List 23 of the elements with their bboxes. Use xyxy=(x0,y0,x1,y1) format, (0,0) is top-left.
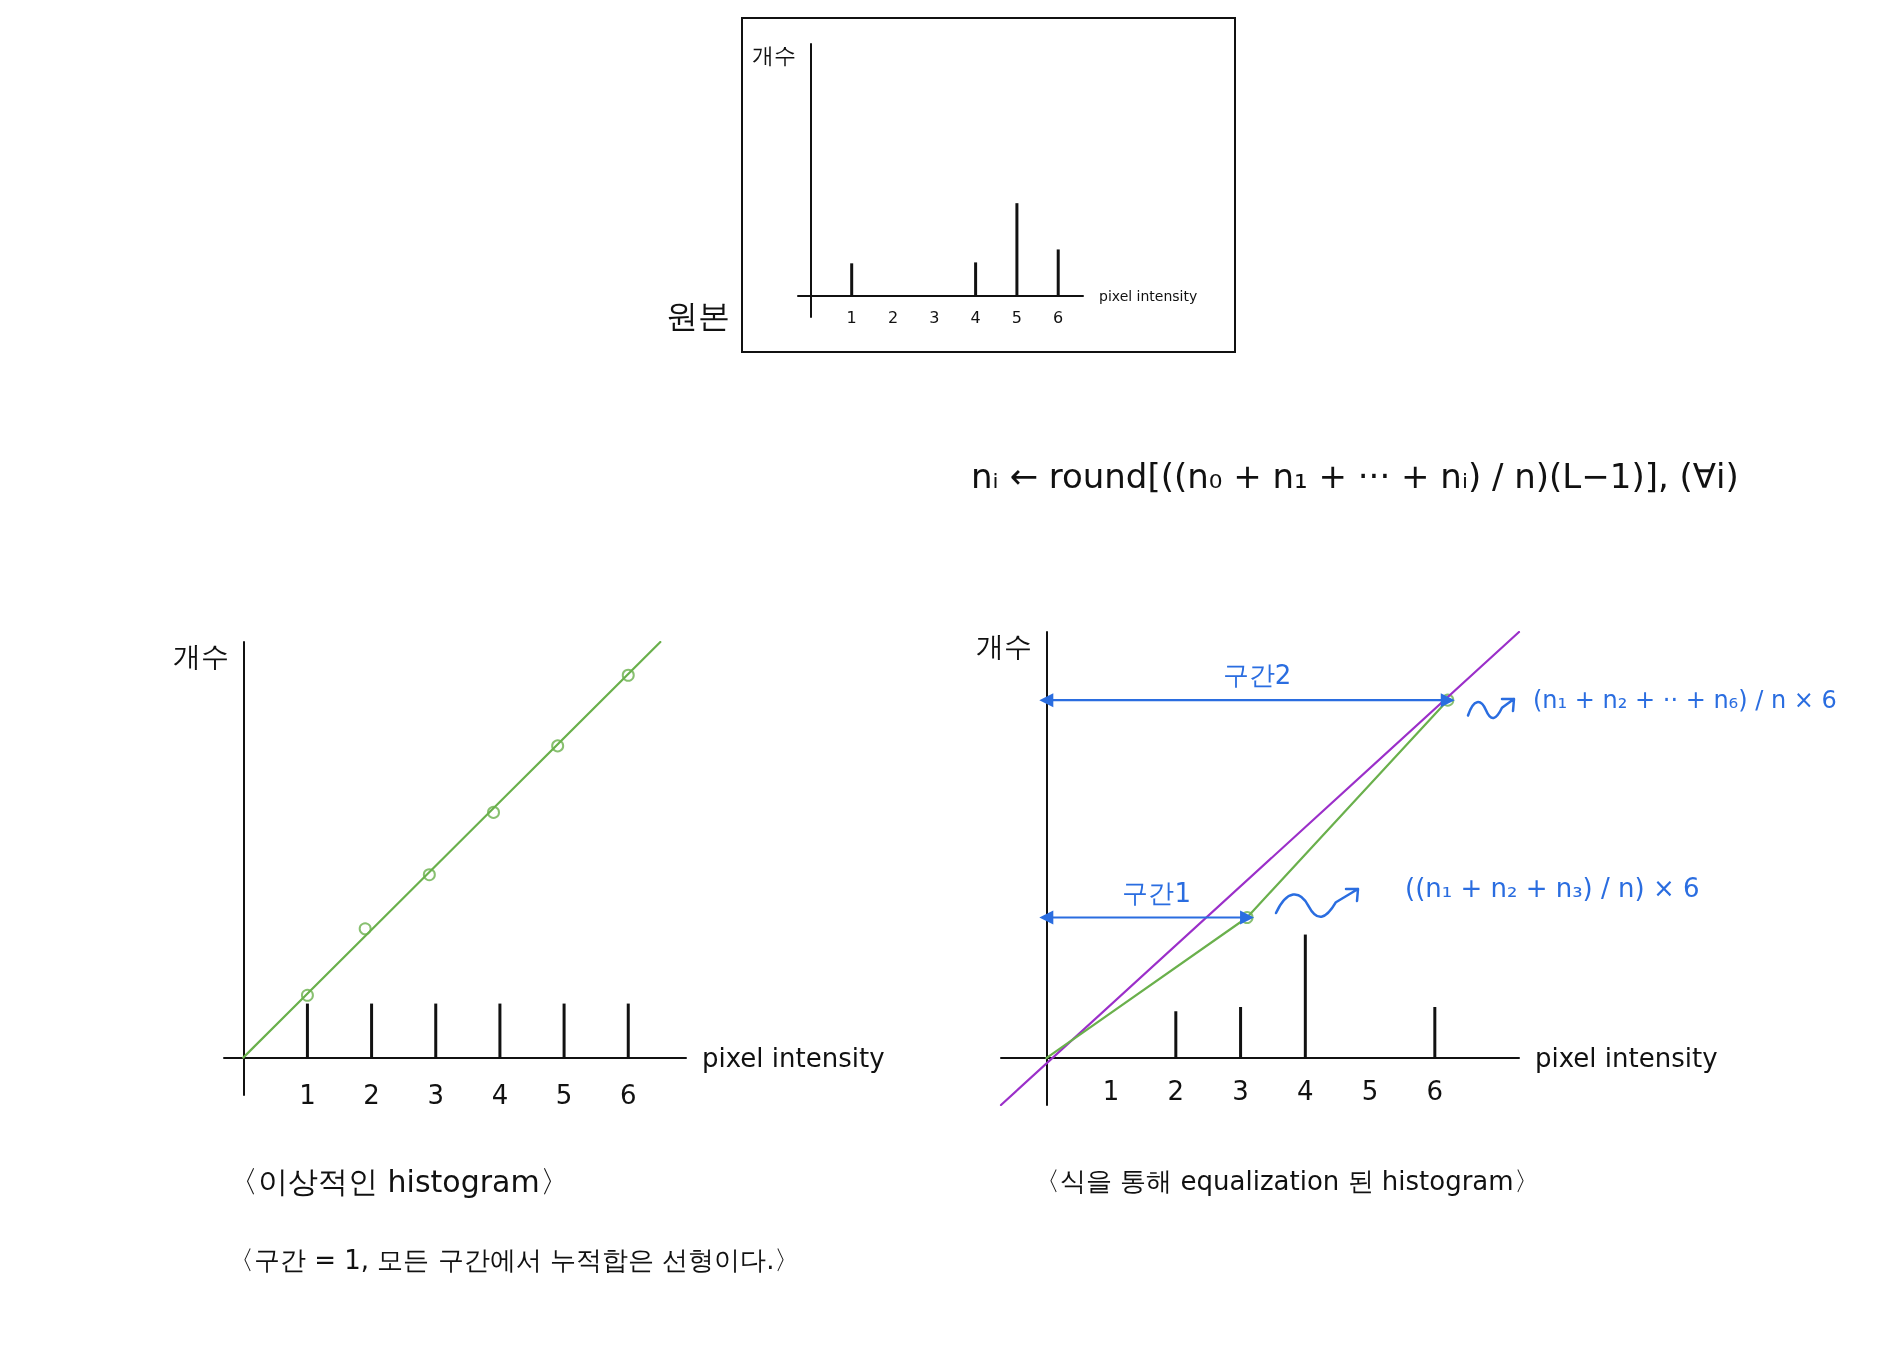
text: 원본 xyxy=(666,297,730,335)
x-tick-label: 5 xyxy=(1011,307,1023,327)
series-label: 구간2 xyxy=(1222,660,1292,691)
x-tick-label: 4 xyxy=(1297,1076,1314,1106)
x-tick-label: 3 xyxy=(1232,1076,1249,1106)
y-axis-title: 개수 xyxy=(752,42,797,68)
x-tick-label: 5 xyxy=(1361,1076,1379,1106)
x-tick-label: 6 xyxy=(1053,307,1064,327)
x-tick-label: 1 xyxy=(1102,1076,1120,1106)
text: 〈식을 통해 equalization 된 histogram〉 xyxy=(1034,1166,1540,1196)
y-axis-title: 개수 xyxy=(976,629,1033,663)
x-tick-label: 1 xyxy=(846,307,857,327)
x-axis-title: pixel intensity xyxy=(1535,1043,1718,1074)
x-tick-label: 6 xyxy=(1426,1076,1444,1106)
x-axis-title: pixel intensity xyxy=(1099,287,1198,304)
series-label: 구간1 xyxy=(1122,877,1191,908)
x-tick-label: 2 xyxy=(887,307,899,327)
x-tick-label: 2 xyxy=(1167,1076,1185,1106)
x-tick-label: 3 xyxy=(929,307,940,327)
annotation: ((n₁ + n₂ + n₃) / n) × 6 xyxy=(1405,873,1700,903)
x-tick-label: 4 xyxy=(970,307,981,327)
text: nᵢ ← round[((n₀ + n₁ + ··· + nᵢ) / n)(L−1)], (∀i) xyxy=(971,456,1739,496)
text: (n₁ + n₂ + ·· + n₆) / n × 6 xyxy=(1533,686,1837,714)
